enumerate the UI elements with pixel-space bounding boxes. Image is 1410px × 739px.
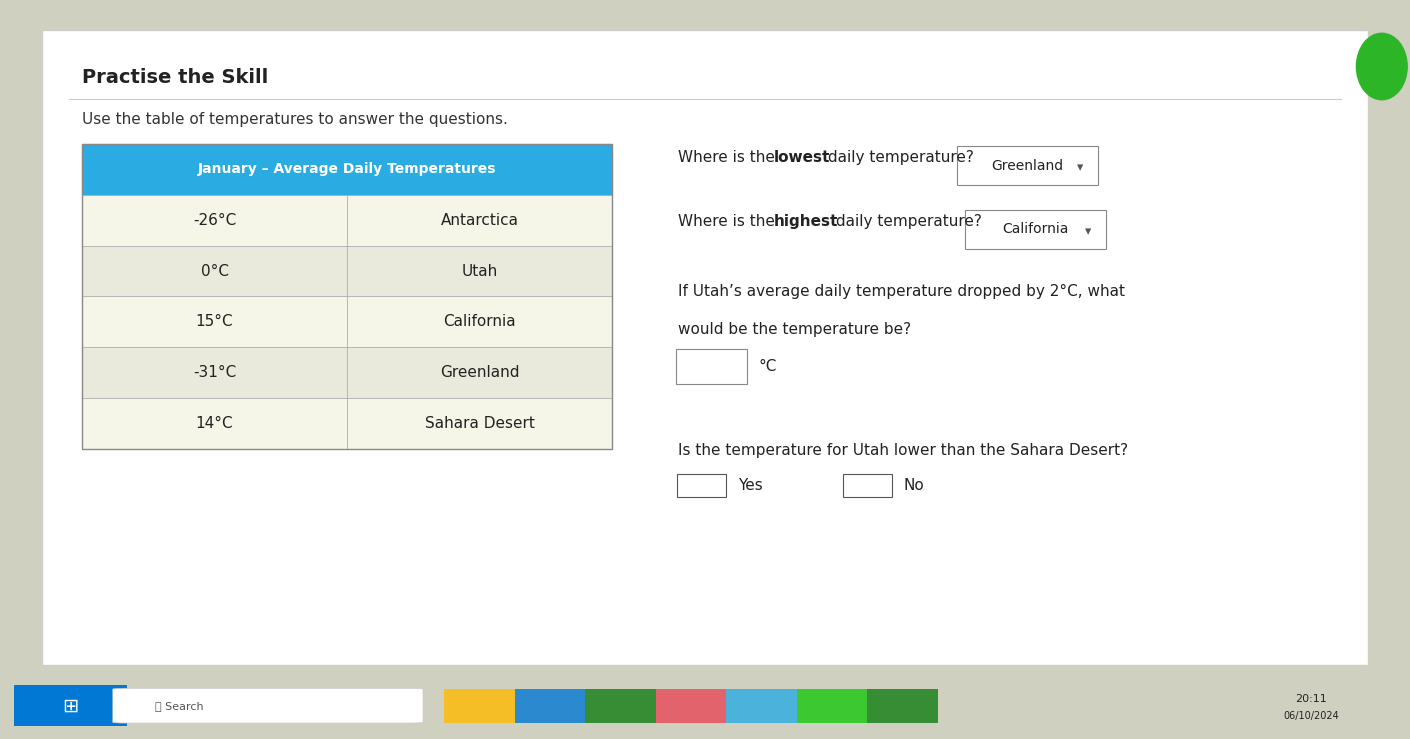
- FancyBboxPatch shape: [843, 474, 893, 497]
- Circle shape: [3, 414, 32, 473]
- FancyBboxPatch shape: [726, 689, 797, 723]
- FancyBboxPatch shape: [82, 296, 347, 347]
- Circle shape: [1356, 33, 1407, 100]
- Text: If Utah’s average daily temperature dropped by 2°C, what: If Utah’s average daily temperature drop…: [678, 284, 1125, 299]
- Text: 06/10/2024: 06/10/2024: [1283, 711, 1340, 721]
- FancyBboxPatch shape: [347, 296, 612, 347]
- Text: Is the temperature for Utah lower than the Sahara Desert?: Is the temperature for Utah lower than t…: [678, 443, 1128, 457]
- FancyBboxPatch shape: [14, 685, 127, 726]
- FancyBboxPatch shape: [82, 245, 347, 296]
- FancyBboxPatch shape: [42, 30, 1368, 665]
- Text: Greenland: Greenland: [440, 365, 519, 381]
- FancyBboxPatch shape: [675, 350, 747, 384]
- FancyBboxPatch shape: [677, 474, 726, 497]
- FancyBboxPatch shape: [113, 689, 423, 723]
- FancyBboxPatch shape: [347, 195, 612, 245]
- FancyBboxPatch shape: [585, 689, 656, 723]
- FancyBboxPatch shape: [444, 689, 515, 723]
- FancyBboxPatch shape: [82, 347, 347, 398]
- Text: would be the temperature be?: would be the temperature be?: [678, 322, 912, 337]
- Text: daily temperature?: daily temperature?: [822, 150, 973, 166]
- Text: 15°C: 15°C: [196, 314, 234, 330]
- Text: daily temperature?: daily temperature?: [830, 214, 981, 229]
- Text: lowest: lowest: [773, 150, 829, 166]
- Text: California: California: [443, 314, 516, 330]
- Text: Antarctica: Antarctica: [441, 213, 519, 228]
- Text: 14°C: 14°C: [196, 416, 234, 431]
- Text: Yes: Yes: [739, 478, 763, 493]
- Text: Use the table of temperatures to answer the questions.: Use the table of temperatures to answer …: [82, 112, 508, 127]
- FancyBboxPatch shape: [957, 146, 1097, 185]
- Text: -31°C: -31°C: [193, 365, 237, 381]
- FancyBboxPatch shape: [82, 144, 612, 195]
- FancyBboxPatch shape: [515, 689, 585, 723]
- FancyBboxPatch shape: [82, 398, 347, 449]
- Text: 🔍 Search: 🔍 Search: [155, 701, 203, 711]
- FancyBboxPatch shape: [82, 195, 347, 245]
- Text: Greenland: Greenland: [991, 159, 1063, 173]
- Text: ▾: ▾: [1077, 161, 1083, 174]
- Text: 0°C: 0°C: [200, 264, 228, 279]
- FancyBboxPatch shape: [347, 245, 612, 296]
- FancyBboxPatch shape: [347, 398, 612, 449]
- Text: No: No: [904, 478, 925, 493]
- Text: °C: °C: [759, 359, 777, 374]
- Text: Where is the: Where is the: [678, 214, 780, 229]
- FancyBboxPatch shape: [966, 210, 1105, 249]
- FancyBboxPatch shape: [797, 689, 867, 723]
- Text: ▾: ▾: [1086, 225, 1091, 238]
- Text: ❯: ❯: [1375, 58, 1389, 75]
- FancyBboxPatch shape: [867, 689, 938, 723]
- Text: ⊞: ⊞: [62, 696, 79, 715]
- Text: Practise the Skill: Practise the Skill: [82, 68, 268, 86]
- Text: highest: highest: [773, 214, 838, 229]
- Text: Where is the: Where is the: [678, 150, 780, 166]
- Text: -26°C: -26°C: [193, 213, 237, 228]
- FancyBboxPatch shape: [656, 689, 726, 723]
- Text: January – Average Daily Temperatures: January – Average Daily Temperatures: [197, 163, 496, 177]
- Text: Sahara Desert: Sahara Desert: [424, 416, 534, 431]
- Text: 20:11: 20:11: [1296, 694, 1327, 704]
- FancyBboxPatch shape: [347, 347, 612, 398]
- Text: ×: ×: [11, 435, 24, 452]
- Text: Utah: Utah: [461, 264, 498, 279]
- Text: California: California: [1003, 222, 1069, 236]
